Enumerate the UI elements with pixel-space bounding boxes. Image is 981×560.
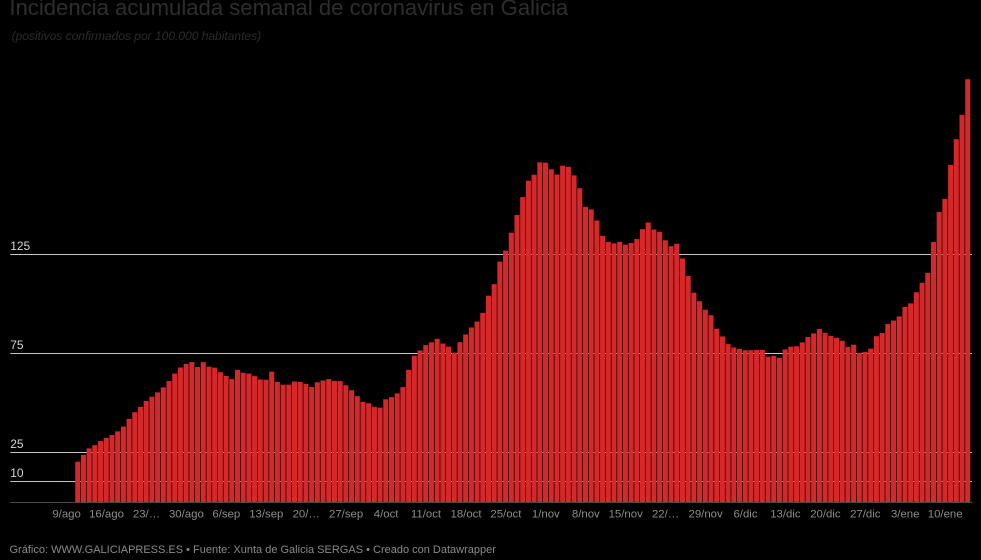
svg-text:27/sep: 27/sep bbox=[329, 509, 363, 521]
svg-text:Incidencia acumulada semanal d: Incidencia acumulada semanal de coronavi… bbox=[9, 0, 569, 20]
svg-text:23/…: 23/… bbox=[133, 509, 160, 521]
svg-text:6/dic: 6/dic bbox=[733, 509, 757, 521]
svg-text:13/sep: 13/sep bbox=[249, 509, 283, 521]
svg-text:16/ago: 16/ago bbox=[89, 509, 124, 521]
svg-text:8/nov: 8/nov bbox=[572, 509, 600, 521]
svg-text:10/ene: 10/ene bbox=[928, 509, 963, 521]
svg-text:20/dic: 20/dic bbox=[810, 509, 841, 521]
svg-text:25/oct: 25/oct bbox=[490, 509, 522, 521]
svg-text:29/nov: 29/nov bbox=[688, 509, 723, 521]
svg-text:1/nov: 1/nov bbox=[532, 509, 560, 521]
svg-text:25: 25 bbox=[10, 437, 24, 451]
svg-text:6/sep: 6/sep bbox=[212, 509, 240, 521]
svg-text:4/oct: 4/oct bbox=[374, 509, 400, 521]
svg-text:30/ago: 30/ago bbox=[169, 509, 204, 521]
svg-text:75: 75 bbox=[10, 338, 24, 352]
svg-text:13/dic: 13/dic bbox=[770, 509, 801, 521]
svg-text:Gráfico: WWW.GALICIAPRESS.ES •: Gráfico: WWW.GALICIAPRESS.ES • Fuente: X… bbox=[10, 544, 497, 556]
svg-text:22/…: 22/… bbox=[652, 509, 679, 521]
svg-text:20/…: 20/… bbox=[293, 509, 320, 521]
svg-text:15/nov: 15/nov bbox=[609, 509, 644, 521]
svg-text:18/oct: 18/oct bbox=[450, 509, 482, 521]
svg-text:10: 10 bbox=[10, 466, 24, 480]
svg-text:125: 125 bbox=[10, 239, 30, 253]
svg-text:3/ene: 3/ene bbox=[891, 509, 920, 521]
svg-text:(positivos confirmados por 100: (positivos confirmados por 100.000 habit… bbox=[12, 29, 261, 43]
svg-text:9/ago: 9/ago bbox=[52, 509, 81, 521]
svg-text:27/dic: 27/dic bbox=[850, 509, 881, 521]
svg-text:11/oct: 11/oct bbox=[411, 509, 442, 521]
